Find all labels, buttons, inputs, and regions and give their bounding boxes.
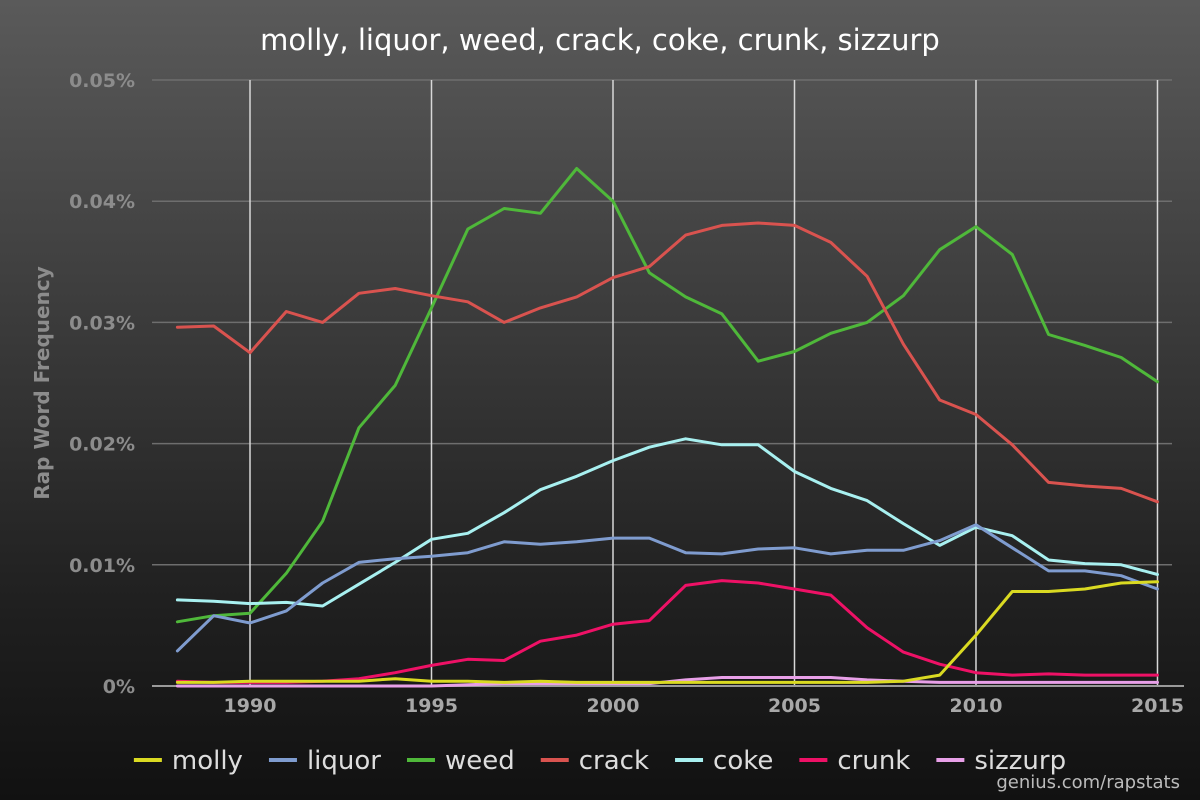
legend-item-molly: molly [133,746,243,776]
legend: molly liquor weed crack coke crunk sizzurp [133,746,1066,776]
y-tick-label: 0.05% [69,70,135,92]
legend-label-liquor: liquor [307,746,381,776]
y-tick-label: 0.02% [69,434,135,456]
legend-label-sizzurp: sizzurp [974,746,1066,776]
legend-item-weed: weed [406,746,515,776]
legend-item-crack: crack [540,746,649,776]
x-tick-label: 2010 [950,695,1003,717]
legend-label-crack: crack [579,746,649,776]
legend-label-molly: molly [172,746,243,776]
x-tick-label: 2015 [1131,695,1184,717]
series-line-liquor [175,523,1159,653]
axes: 0.05% 0.04% 0.03% 0.02% 0.01% 0% 1990 1995 2000 2… [69,70,1184,717]
legend-label-coke: coke [713,746,773,776]
series-line-coke [175,437,1159,608]
x-tick-label: 1990 [224,695,277,717]
x-tick-label: 1995 [405,695,458,717]
legend-label-weed: weed [445,746,515,776]
legend-item-crunk: crunk [799,746,910,776]
legend-item-liquor: liquor [268,746,381,776]
series-line-crack [175,221,1159,504]
watermark: genius.com/rapstats [996,772,1180,793]
x-tick-label: 2000 [587,695,640,717]
legend-label-crunk: crunk [837,746,910,776]
series-line-weed [175,167,1159,624]
y-tick-label: 0.03% [69,312,135,334]
legend-item-sizzurp: sizzurp [936,746,1066,776]
y-tick-label: 0.04% [69,191,135,213]
y-tick-label: 0% [103,676,135,698]
series-line-molly [175,580,1159,684]
x-tick-label: 2005 [768,695,821,717]
chart-title: molly, liquor, weed, crack, coke, crunk,… [260,23,940,57]
legend-item-coke: coke [675,746,773,776]
y-tick-label: 0.01% [69,555,135,577]
series-lines [175,167,1159,688]
y-axis-label: Rap Word Frequency [30,266,54,499]
